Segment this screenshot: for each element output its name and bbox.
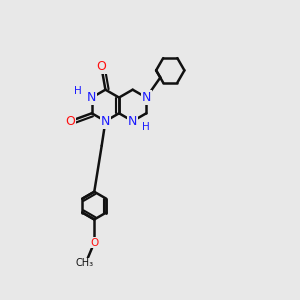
Text: N: N xyxy=(87,91,97,104)
Text: N: N xyxy=(142,91,151,104)
Text: H: H xyxy=(142,122,150,132)
Text: O: O xyxy=(65,115,75,128)
Text: H: H xyxy=(74,86,82,96)
Text: N: N xyxy=(101,115,110,128)
Text: O: O xyxy=(90,238,98,248)
Text: CH₃: CH₃ xyxy=(76,258,94,268)
Text: O: O xyxy=(97,60,106,74)
Text: N: N xyxy=(128,115,137,128)
